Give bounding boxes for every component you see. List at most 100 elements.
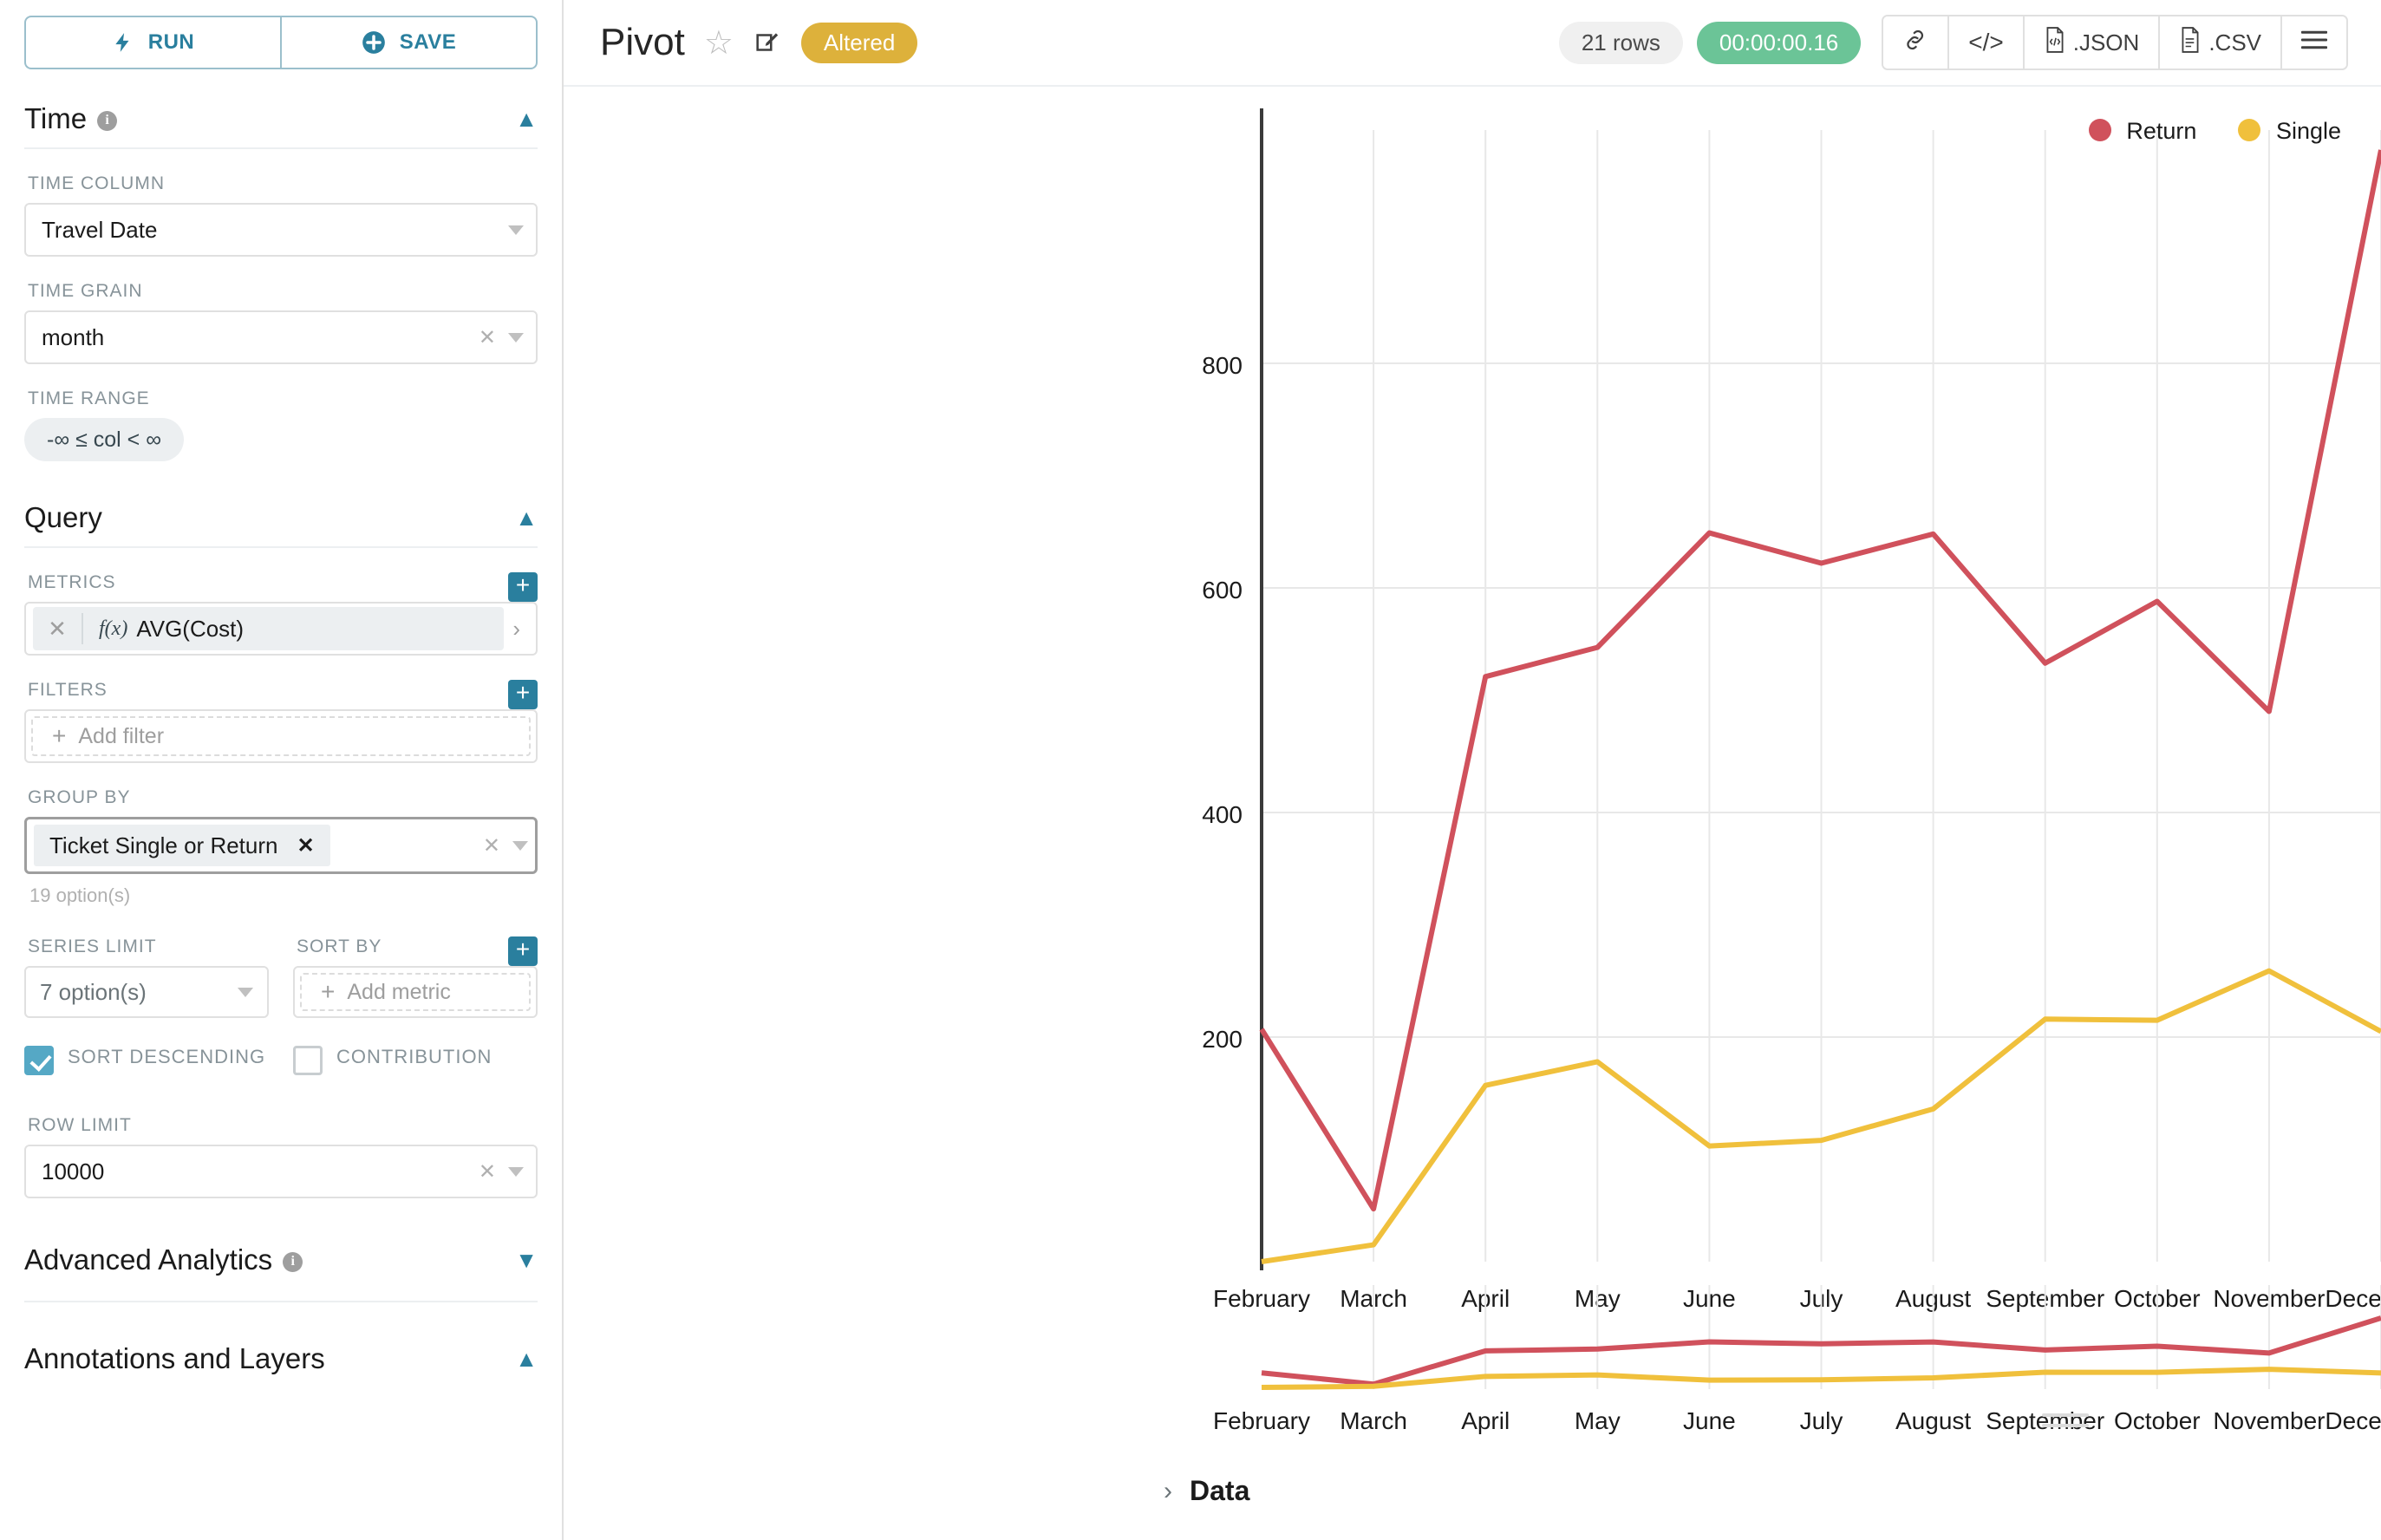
chevron-down-icon[interactable]: [508, 225, 524, 235]
chevron-down-icon[interactable]: [508, 1166, 524, 1177]
legend-item-single[interactable]: Single: [2238, 118, 2341, 145]
action-button-group: </> .JSON: [1882, 15, 2348, 70]
export-csv-label: .CSV: [2208, 29, 2261, 55]
line-chart-svg[interactable]: 200 400 600 800 February March April May June Jul…: [564, 87, 2381, 1540]
y-axis-tick-label: 800: [1202, 352, 1243, 379]
group-by-select[interactable]: Ticket Single or Return ✕ ✕: [24, 817, 538, 874]
run-save-button-group: RUN SAVE: [24, 16, 538, 69]
x-axis-tick-label: February: [1213, 1285, 1310, 1312]
add-filter-button[interactable]: +: [508, 680, 538, 709]
resize-handle[interactable]: [2042, 1413, 2089, 1434]
overview-x-axis-tick-label: July: [1800, 1407, 1843, 1434]
time-grain-value: month: [42, 323, 105, 350]
section-header-query[interactable]: Query ▲: [24, 501, 538, 548]
chevron-right-icon[interactable]: ›: [512, 615, 520, 642]
clear-icon[interactable]: ✕: [478, 325, 496, 349]
overview-x-axis-tick-label: September: [1986, 1407, 2104, 1434]
legend-label-single: Single: [2275, 118, 2341, 144]
overview-series-line-single: [1261, 1367, 2381, 1390]
share-link-button[interactable]: [1883, 16, 1950, 69]
sort-by-placeholder: Add metric: [347, 979, 451, 1004]
star-icon[interactable]: ☆: [703, 24, 734, 62]
row-limit-label: ROW LIMIT: [28, 1115, 132, 1135]
section-title-time: Time: [24, 102, 88, 134]
export-json-button[interactable]: .JSON: [2024, 16, 2161, 69]
legend-item-return[interactable]: Return: [2088, 118, 2196, 145]
section-header-advanced-analytics[interactable]: Advanced Analytics i ▼: [24, 1243, 538, 1289]
filters-list[interactable]: + Add filter: [24, 709, 538, 763]
section-title-advanced-analytics: Advanced Analytics: [24, 1243, 273, 1276]
limit-sort-row: SERIES LIMIT 7 option(s) SORT DESCENDING…: [24, 936, 538, 1075]
time-range-value[interactable]: -∞ ≤ col < ∞: [24, 418, 185, 461]
metrics-field: METRICS + ✕ f(x) AVG(Cost) ›: [24, 572, 538, 656]
sort-by-control[interactable]: + Add metric: [293, 966, 538, 1018]
chevron-down-icon[interactable]: [238, 987, 253, 997]
page-title: Pivot: [600, 21, 685, 63]
add-metric-button[interactable]: +: [508, 572, 538, 602]
time-column-select[interactable]: Travel Date: [24, 203, 538, 257]
section-header-annotations[interactable]: Annotations and Layers ▲: [24, 1342, 538, 1387]
chevron-down-icon[interactable]: [512, 840, 528, 851]
contribution-checkbox[interactable]: [293, 1046, 323, 1075]
plus-circle-icon: [362, 30, 386, 55]
contribution-row[interactable]: CONTRIBUTION: [293, 1044, 538, 1075]
section-header-time[interactable]: Time i ▲: [24, 102, 538, 149]
chart-header: Pivot ☆ Altered 21 rows 00:00:00.16: [564, 0, 2381, 87]
control-panel-sidebar: RUN SAVE Time i ▲ TIME COLUMN Travel Dat…: [0, 0, 564, 1540]
run-button[interactable]: RUN: [24, 16, 280, 69]
data-panel-toggle[interactable]: › Data: [564, 1475, 2381, 1540]
clear-icon[interactable]: ✕: [478, 1159, 496, 1184]
metrics-label: METRICS: [28, 572, 116, 592]
series-limit-field: SERIES LIMIT 7 option(s) SORT DESCENDING: [24, 936, 269, 1075]
time-grain-select[interactable]: month ✕: [24, 310, 538, 364]
info-icon[interactable]: i: [97, 110, 118, 131]
filters-field: FILTERS + + Add filter: [24, 680, 538, 763]
chart-plot-area: 200 400 600 800 February March April May June Jul…: [564, 87, 2381, 1540]
time-column-value: Travel Date: [42, 216, 158, 243]
y-axis-tick-label: 400: [1202, 801, 1243, 828]
overview-x-axis-tick-label: October: [2114, 1407, 2201, 1434]
chevron-up-icon[interactable]: ▲: [515, 505, 538, 531]
legend-swatch-return: [2088, 119, 2111, 141]
row-limit-select[interactable]: 10000 ✕: [24, 1145, 538, 1198]
chevron-up-icon[interactable]: ▲: [515, 1346, 538, 1372]
overview-series-line-return: [1261, 1315, 2381, 1387]
divider: [24, 1301, 538, 1302]
chevron-down-icon[interactable]: [508, 332, 524, 343]
link-icon: [1902, 27, 1928, 59]
clear-icon[interactable]: ✕: [482, 833, 500, 858]
edit-properties-icon[interactable]: [753, 28, 782, 57]
add-sort-metric-button[interactable]: +: [508, 936, 538, 966]
series-limit-select[interactable]: 7 option(s): [24, 966, 269, 1018]
overview-x-axis-tick-label: August: [1895, 1407, 1971, 1434]
save-button[interactable]: SAVE: [280, 16, 538, 69]
metric-chip[interactable]: ✕ f(x) AVG(Cost): [33, 607, 505, 650]
data-panel-label: Data: [1190, 1475, 1250, 1506]
code-icon: </>: [1968, 29, 2004, 55]
time-range-label: TIME RANGE: [28, 388, 150, 408]
remove-metric-icon[interactable]: ✕: [48, 615, 67, 642]
section-title-annotations: Annotations and Layers: [24, 1342, 325, 1374]
row-count-badge: 21 rows: [1558, 21, 1683, 64]
info-icon[interactable]: i: [283, 1251, 303, 1272]
sort-descending-checkbox[interactable]: [24, 1046, 54, 1075]
legend-swatch-single: [2238, 119, 2261, 141]
chevron-up-icon[interactable]: ▲: [515, 106, 538, 132]
time-column-label: TIME COLUMN: [28, 173, 165, 193]
group-by-chip[interactable]: Ticket Single or Return ✕: [34, 825, 330, 866]
filters-label: FILTERS: [28, 680, 108, 700]
plus-icon: +: [321, 978, 336, 1005]
remove-group-by-icon[interactable]: ✕: [297, 833, 315, 858]
sort-descending-row[interactable]: SORT DESCENDING: [24, 1044, 269, 1075]
bolt-icon: [112, 29, 134, 55]
more-menu-button[interactable]: [2282, 16, 2346, 69]
metrics-list: ✕ f(x) AVG(Cost) ›: [24, 602, 538, 656]
time-grain-label: TIME GRAIN: [28, 281, 143, 301]
add-filter-placeholder: Add filter: [78, 723, 165, 748]
export-csv-button[interactable]: .CSV: [2160, 16, 2282, 69]
time-column-field: TIME COLUMN Travel Date: [24, 173, 538, 257]
embed-code-button[interactable]: </>: [1949, 16, 2025, 69]
chevron-down-icon[interactable]: ▼: [515, 1247, 538, 1273]
metric-label: AVG(Cost): [136, 615, 245, 642]
